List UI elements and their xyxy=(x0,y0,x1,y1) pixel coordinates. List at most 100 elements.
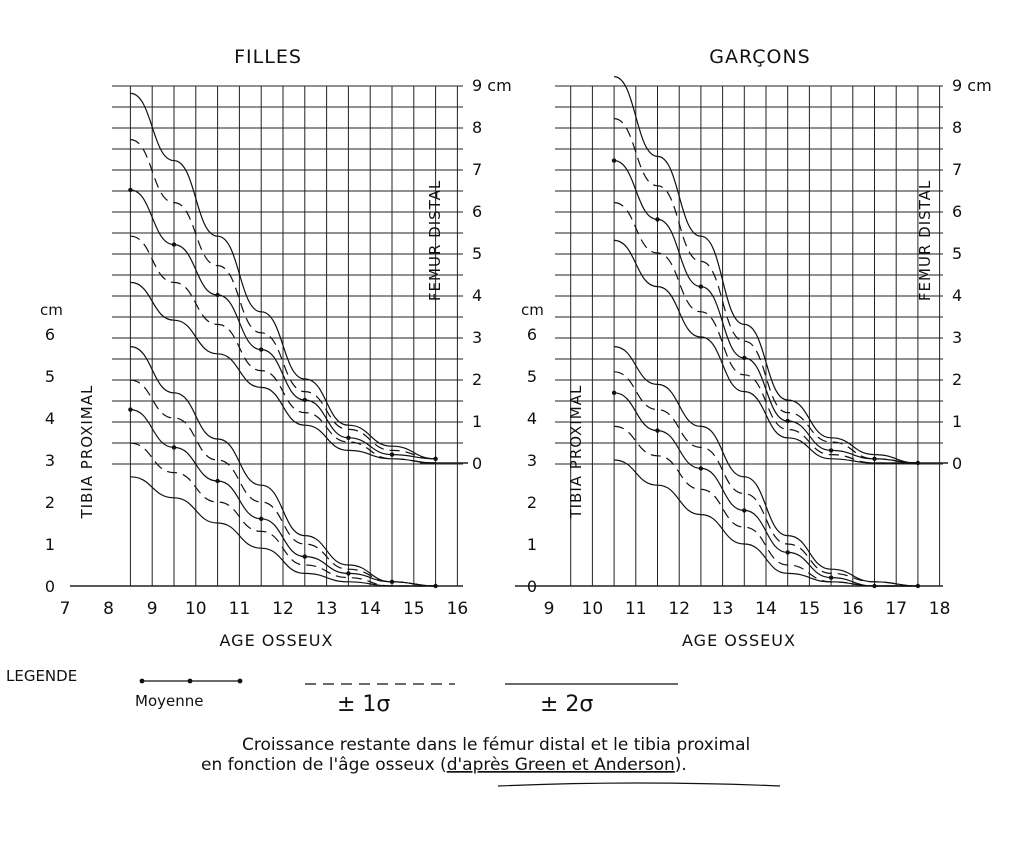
caption-line-1: Croissance restante dans le fémur distal… xyxy=(242,735,750,755)
x-tick-label: 13 xyxy=(316,599,338,619)
femur-axis-label: FEMUR DISTAL xyxy=(916,180,934,301)
tibia-mean-point xyxy=(389,579,395,584)
tibia-unit-label: cm xyxy=(521,301,544,319)
x-tick-label: 18 xyxy=(929,599,951,619)
femur-mean-point xyxy=(698,284,704,289)
femur-mean-point xyxy=(302,397,307,403)
tibia-tick-label: 2 xyxy=(45,493,55,512)
tibia-mean-point xyxy=(698,466,704,471)
femur-tick-label: 0 xyxy=(472,454,482,473)
caption-line-2: en fonction de l'âge osseux (d'après Gre… xyxy=(201,755,687,775)
tibia-tick-label: 6 xyxy=(45,325,55,344)
caption-reference: d'après Green et Anderson xyxy=(447,755,675,775)
femur-tick-label: 2 xyxy=(952,370,962,389)
femur-tick-label: 7 xyxy=(952,160,962,179)
tibia-mean-point xyxy=(171,445,177,450)
tibia-tick-label: 6 xyxy=(527,325,537,344)
x-tick-label: 15 xyxy=(799,599,821,619)
x-tick-label: 16 xyxy=(447,599,469,619)
femur-tick-label: 8 xyxy=(952,118,962,137)
x-tick-label: 10 xyxy=(582,599,604,619)
femur-mean-point xyxy=(785,418,790,424)
x-tick-label: 7 xyxy=(60,599,71,619)
caption-reference-underline xyxy=(497,782,781,787)
legend-title: LEGENDE xyxy=(6,667,77,685)
legend-mean-label: Moyenne xyxy=(135,692,203,710)
tibia-tick-label: 1 xyxy=(527,535,537,554)
femur-mean-point xyxy=(128,187,133,193)
femur-2sigma-line xyxy=(613,76,918,464)
tibia-mean-point xyxy=(215,478,220,484)
figure-caption: Croissance restante dans le fémur distal… xyxy=(201,735,781,787)
femur-mean-point xyxy=(611,158,617,163)
femur-1sigma-line xyxy=(130,235,436,464)
femur-tick-label: 3 xyxy=(472,328,482,347)
legend-mean-dot xyxy=(139,678,145,684)
femur-1sigma-line xyxy=(614,202,918,464)
femur-tick-label: 2 xyxy=(472,370,482,389)
femur-axis-label: FEMUR DISTAL xyxy=(426,180,444,301)
femur-tick-label: 9 cm xyxy=(952,76,992,95)
x-tick-label: 14 xyxy=(359,599,381,619)
femur-2sigma-line xyxy=(130,92,436,460)
chart-grid xyxy=(70,85,468,587)
x-tick-label: 9 xyxy=(544,599,555,619)
chart-title: FILLES xyxy=(234,46,302,68)
femur-mean-point xyxy=(742,355,747,361)
tibia-tick-label: 0 xyxy=(45,577,55,596)
tibia-tick-label: 5 xyxy=(45,367,55,386)
femur-tick-label: 1 xyxy=(952,412,962,431)
x-tick-label: 8 xyxy=(103,599,114,619)
legend: LEGENDE Moyenne ± 1σ ± 2σ xyxy=(6,667,678,717)
femur-tick-label: 5 xyxy=(472,244,482,263)
tibia-tick-label: 5 xyxy=(527,367,537,386)
femur-tick-label: 8 xyxy=(472,118,482,137)
tibia-1sigma-line xyxy=(614,371,918,587)
femur-tick-label: 3 xyxy=(952,328,962,347)
x-tick-label: 9 xyxy=(147,599,158,619)
x-tick-label: 16 xyxy=(842,599,864,619)
femur-tick-label: 6 xyxy=(952,202,962,221)
tibia-axis-label: TIBIA PROXIMAL xyxy=(567,385,585,520)
femur-2sigma-line xyxy=(130,281,436,464)
caption-line-2-suffix: ). xyxy=(675,755,687,775)
tibia-mean-point xyxy=(785,550,790,555)
x-tick-label: 11 xyxy=(625,599,647,619)
x-tick-label: 13 xyxy=(712,599,734,619)
x-axis-label: AGE OSSEUX xyxy=(682,631,796,650)
femur-tick-label: 5 xyxy=(952,244,962,263)
femur-mean-point xyxy=(872,456,877,461)
x-tick-label: 14 xyxy=(755,599,777,619)
tibia-tick-label: 2 xyxy=(527,493,537,512)
tibia-mean-point xyxy=(302,554,307,559)
x-tick-label: 10 xyxy=(185,599,207,619)
x-tick-label: 12 xyxy=(668,599,690,619)
femur-mean-point xyxy=(346,435,351,440)
tibia-mean-point xyxy=(259,516,264,521)
tibia-tick-label: 4 xyxy=(45,409,55,428)
chart-grid xyxy=(515,85,948,587)
femur-mean-point xyxy=(655,217,660,222)
tibia-axis-label: TIBIA PROXIMAL xyxy=(78,385,96,520)
tibia-mean-point xyxy=(611,390,617,395)
tibia-tick-label: 3 xyxy=(45,451,55,470)
legend-2sigma-label: ± 2σ xyxy=(540,692,593,717)
tibia-2sigma-line xyxy=(614,346,918,587)
tibia-2sigma-line xyxy=(130,476,436,587)
tibia-mean-point xyxy=(828,575,834,580)
femur-mean-point xyxy=(433,456,438,461)
x-axis-label: AGE OSSEUX xyxy=(220,631,334,650)
tibia-2sigma-line xyxy=(614,459,918,587)
tibia-tick-label: 1 xyxy=(45,535,55,554)
tibia-unit-label: cm xyxy=(40,301,63,319)
femur-1sigma-line xyxy=(613,118,918,464)
chart-title: GARÇONS xyxy=(709,46,810,68)
tibia-tick-label: 3 xyxy=(527,451,537,470)
femur-tick-label: 4 xyxy=(472,286,482,305)
legend-1sigma-label: ± 1σ xyxy=(337,692,390,717)
legend-mean-dot xyxy=(237,678,243,684)
femur-tick-label: 9 cm xyxy=(472,76,512,95)
